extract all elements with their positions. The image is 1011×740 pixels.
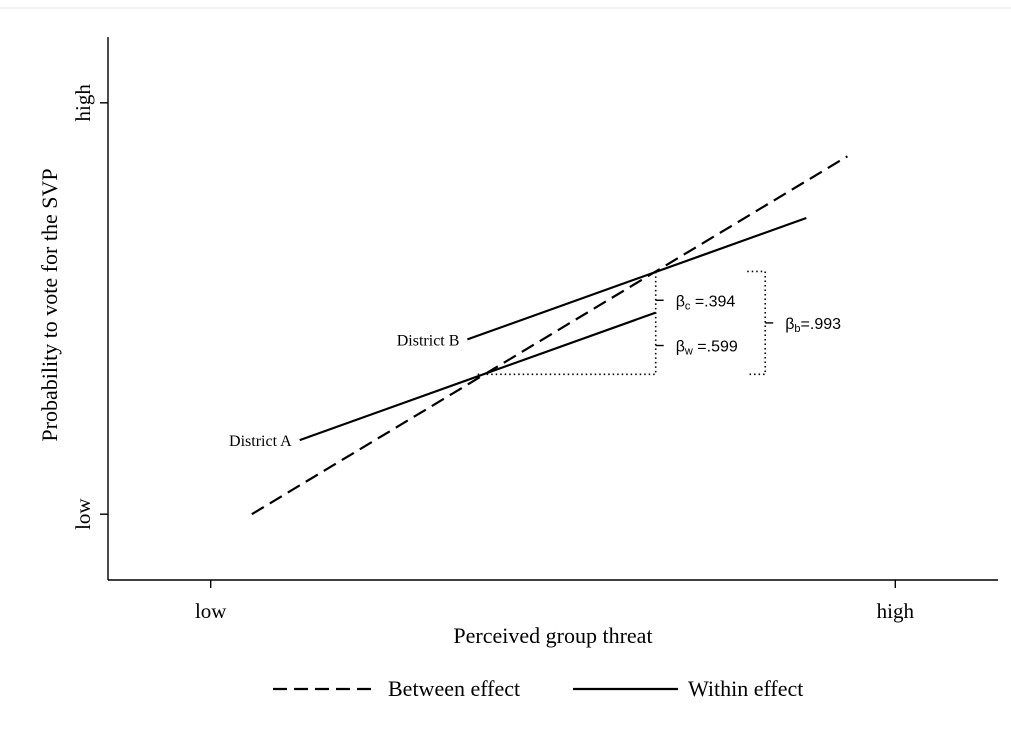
y-tick-label-low: low	[71, 498, 95, 530]
district-a-label: District A	[229, 433, 292, 450]
between-effect-line	[251, 155, 848, 516]
beta-w-label: βw =.599	[676, 339, 738, 358]
legend: Between effect Within effect	[273, 676, 803, 701]
effect-brackets	[477, 270, 774, 376]
between-bracket-dotted	[747, 270, 767, 376]
legend-within-label: Within effect	[688, 676, 803, 701]
x-tick-label-low: low	[195, 599, 227, 623]
x-axis-title: Perceived group threat	[453, 623, 652, 648]
series-lines	[251, 155, 848, 516]
x-tick-label-high: high	[877, 599, 915, 623]
axes	[107, 37, 998, 581]
beta-b-label: βb=.993	[785, 316, 841, 335]
beta-c-label: βc =.394	[676, 293, 736, 312]
legend-between-label: Between effect	[388, 676, 520, 701]
within-effect-line-district-b	[467, 216, 807, 341]
within-effect-line-district-a	[299, 311, 657, 442]
district-b-label: District B	[397, 332, 460, 349]
within-bracket-dotted	[477, 271, 657, 376]
y-tick-label-high: high	[71, 84, 95, 122]
ticks	[100, 102, 897, 588]
y-axis-title: Probability to vote for the SVP	[37, 168, 62, 441]
